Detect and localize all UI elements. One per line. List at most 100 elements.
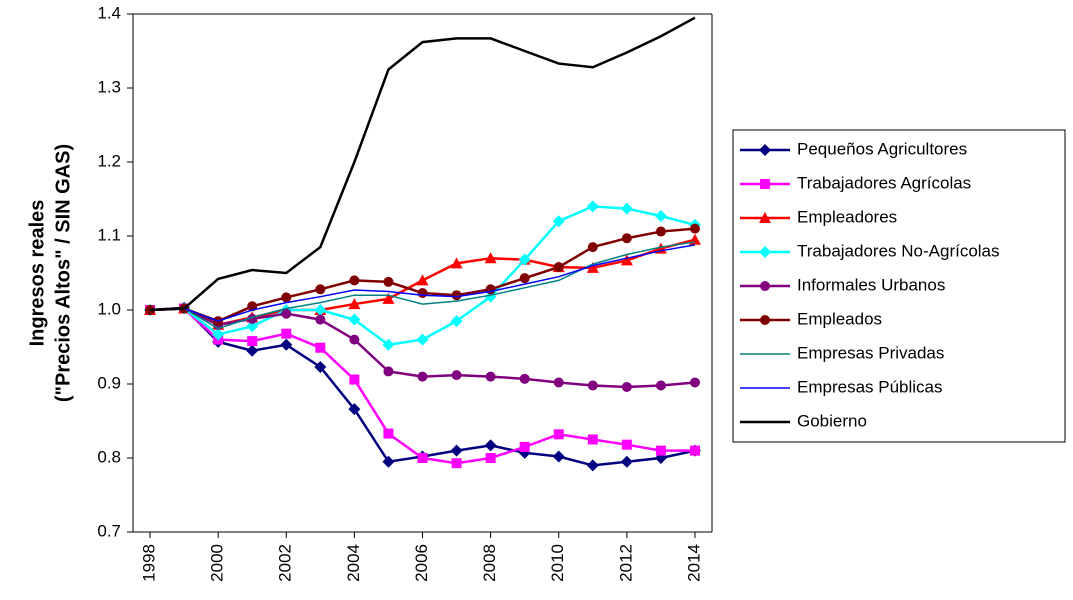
- legend-marker: [760, 315, 770, 325]
- data-point: [417, 453, 428, 463]
- data-point: [655, 445, 666, 456]
- x-tick-label: 2002: [276, 544, 295, 582]
- data-point: [281, 328, 292, 339]
- y-axis-label: Ingresos reales: [26, 200, 48, 347]
- data-point: [689, 223, 700, 234]
- legend-label: Empleadores: [797, 207, 897, 226]
- y-tick-label: 1.2: [97, 151, 121, 170]
- data-point: [247, 336, 258, 347]
- data-point: [484, 439, 497, 452]
- data-point: [587, 434, 598, 445]
- legend-label: Empresas Privadas: [797, 343, 944, 362]
- data-point: [281, 308, 292, 319]
- data-point: [348, 313, 361, 326]
- legend-label: Pequeños Agricultores: [797, 139, 967, 158]
- data-point: [587, 380, 598, 391]
- data-point: [314, 304, 327, 316]
- data-point: [553, 429, 564, 440]
- x-tick-label: 2012: [616, 544, 635, 582]
- x-tick-label: 1998: [140, 544, 159, 582]
- data-point: [416, 274, 429, 286]
- data-point: [417, 287, 428, 298]
- x-tick-label: 2006: [412, 544, 431, 582]
- data-point: [349, 275, 360, 286]
- legend-label: Informales Urbanos: [797, 275, 945, 294]
- data-point: [382, 455, 395, 468]
- data-point: [621, 233, 632, 244]
- data-point: [451, 290, 462, 301]
- legend-label: Empleados: [797, 309, 882, 328]
- data-point: [281, 292, 292, 303]
- data-point: [552, 215, 565, 228]
- data-point: [383, 366, 394, 377]
- data-point: [621, 439, 632, 450]
- legend-label: Gobierno: [797, 411, 867, 430]
- data-point: [450, 257, 463, 269]
- x-tick-label: 2014: [684, 544, 703, 582]
- data-point: [519, 273, 530, 284]
- data-point: [212, 328, 225, 341]
- data-point: [586, 261, 599, 273]
- data-point: [246, 320, 259, 333]
- data-point: [655, 380, 666, 391]
- data-point: [314, 360, 327, 373]
- legend-marker: [759, 246, 771, 258]
- legend-marker: [759, 212, 771, 223]
- data-point: [586, 200, 599, 213]
- data-point: [450, 315, 463, 328]
- data-point: [553, 262, 564, 273]
- data-point: [519, 373, 530, 384]
- data-point: [553, 377, 564, 388]
- y-tick-label: 1.0: [97, 299, 121, 318]
- x-tick-label: 2004: [344, 544, 363, 582]
- data-point: [689, 377, 700, 388]
- series-line: [149, 244, 696, 322]
- y-tick-label: 0.8: [97, 447, 121, 466]
- legend-marker: [759, 144, 771, 156]
- x-tick-label: 2008: [480, 544, 499, 582]
- data-point: [655, 226, 666, 237]
- data-point: [689, 445, 700, 456]
- y-tick-label: 1.1: [97, 225, 121, 244]
- legend-label: Empresas Públicas: [797, 377, 943, 396]
- data-point: [246, 344, 259, 357]
- data-point: [280, 338, 293, 351]
- data-point: [519, 441, 530, 452]
- legend-label: Trabajadores Agrícolas: [797, 173, 971, 192]
- data-point: [654, 210, 667, 223]
- y-axis-label: ("Precios Altos" / SIN GAS): [52, 144, 74, 402]
- y-tick-label: 0.9: [97, 373, 121, 392]
- data-point: [586, 459, 599, 472]
- data-point: [518, 253, 531, 266]
- data-point: [621, 381, 632, 392]
- x-tick-label: 2000: [208, 544, 227, 582]
- series-line: [149, 241, 696, 330]
- data-point: [315, 342, 326, 353]
- data-point: [450, 444, 463, 457]
- data-point: [416, 333, 429, 346]
- data-point: [349, 374, 360, 385]
- legend-marker: [760, 179, 770, 189]
- data-point: [348, 403, 361, 416]
- data-point: [451, 370, 462, 381]
- data-point: [587, 242, 598, 253]
- data-point: [315, 284, 326, 295]
- data-point: [552, 450, 565, 463]
- data-point: [485, 371, 496, 382]
- y-tick-label: 0.7: [97, 521, 121, 540]
- data-point: [620, 254, 633, 266]
- data-point: [383, 276, 394, 287]
- y-tick-label: 1.4: [97, 3, 121, 22]
- x-tick-label: 2010: [548, 544, 567, 582]
- data-point: [620, 455, 633, 468]
- data-point: [484, 290, 497, 303]
- data-point: [349, 334, 360, 345]
- data-point: [382, 292, 395, 304]
- data-point: [383, 428, 394, 439]
- data-point: [620, 202, 633, 215]
- data-point: [484, 252, 497, 264]
- data-point: [315, 314, 326, 325]
- data-point: [382, 338, 395, 351]
- data-point: [451, 458, 462, 469]
- series-line: [149, 16, 696, 312]
